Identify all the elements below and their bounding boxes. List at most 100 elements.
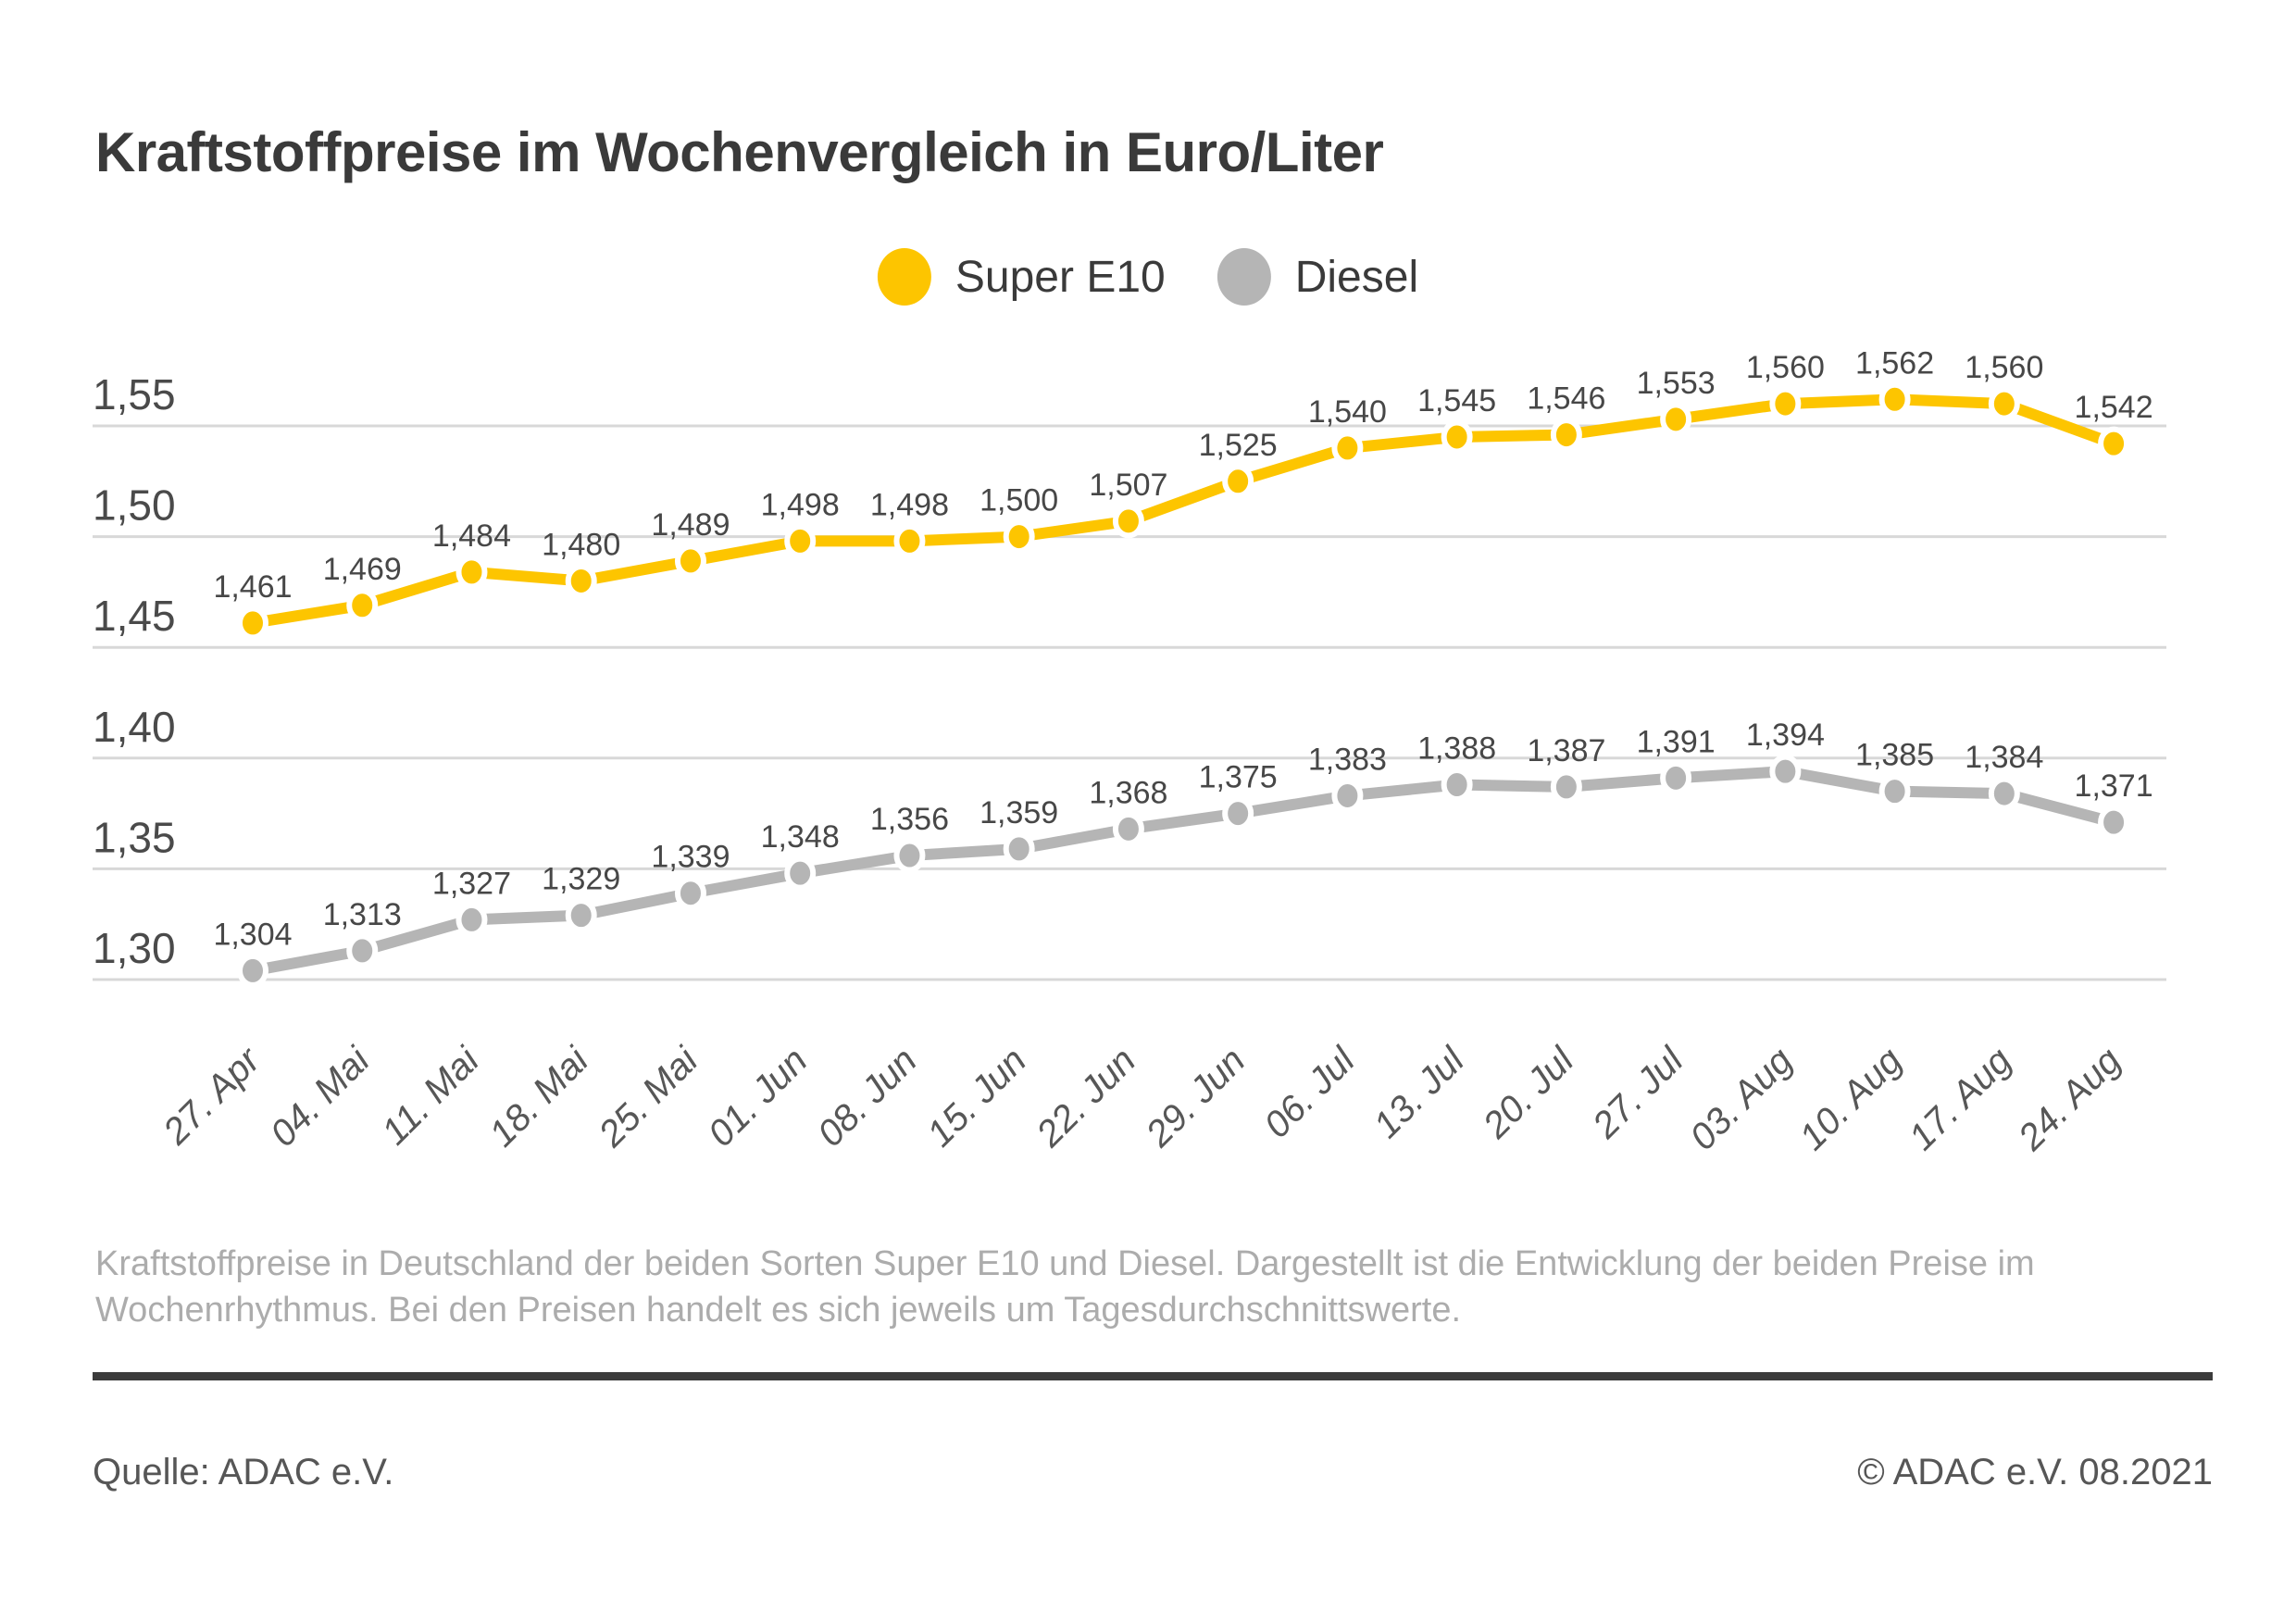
diesel-marker (1878, 774, 1911, 809)
super-e10-point-label: 1,525 (1199, 428, 1278, 463)
diesel-point-label: 1,388 (1417, 731, 1496, 767)
super-e10-line (252, 393, 2116, 629)
x-axis-tick-label: 25. Mai (591, 1039, 706, 1155)
super-e10-point-label: 1,546 (1527, 381, 1605, 417)
legend: Super E10 Diesel (877, 248, 1418, 306)
chart-description-line2: Wochenrhythmus. Bei den Preisen handelt … (95, 1291, 1462, 1330)
diesel-point-label: 1,384 (1965, 740, 2043, 775)
x-axis-tick-label: 11. Mai (374, 1039, 488, 1153)
super-e10-marker (1878, 381, 1911, 417)
chart-title: Kraftstoffpreise im Wochenvergleich in E… (95, 121, 1384, 183)
super-e10-marker (1331, 431, 1364, 466)
super-e10-point-label: 1,553 (1637, 366, 1716, 401)
super-e10-marker (1441, 419, 1473, 455)
footer: Quelle: ADAC e.V. © ADAC e.V. 08.2021 (93, 1452, 2213, 1493)
x-axis-tick-label: 22. Jun (1029, 1040, 1144, 1155)
x-axis-tick-label: 03. Aug (1682, 1040, 1801, 1158)
x-axis-tick-label: 27. Apr (155, 1039, 268, 1153)
super-e10-point-label: 1,498 (870, 487, 949, 522)
super-e10-point-label: 1,500 (980, 483, 1058, 518)
super-e10-marker (1660, 402, 1692, 437)
chart-description: Kraftstoffpreise in Deutschland der beid… (95, 1241, 2132, 1333)
chart-description-line1: Kraftstoffpreise in Deutschland der beid… (95, 1244, 2035, 1283)
x-axis-tick-label: 24. Aug (2010, 1040, 2128, 1158)
diesel-point-label: 1,327 (432, 866, 511, 901)
super-e10-dot-icon (877, 248, 931, 306)
y-axis-tick-label: 1,35 (93, 813, 176, 861)
diesel-marker (674, 876, 706, 911)
super-e10-marker (2098, 426, 2130, 461)
diesel-point-label: 1,359 (980, 795, 1058, 830)
diesel-point-label: 1,383 (1308, 742, 1387, 777)
super-e10-marker (674, 543, 706, 579)
diesel-point-label: 1,348 (761, 819, 840, 855)
diesel-point-label: 1,313 (323, 897, 402, 932)
diesel-point-label: 1,394 (1746, 718, 1825, 753)
diesel-marker (1222, 796, 1254, 831)
diesel-marker (1550, 769, 1582, 805)
diesel-marker (346, 933, 379, 968)
super-e10-marker (893, 523, 926, 558)
y-axis-tick-label: 1,30 (93, 924, 176, 972)
super-e10-marker (346, 588, 379, 623)
diesel-marker (1112, 811, 1144, 846)
diesel-marker (1769, 754, 1802, 789)
x-axis-tick-label: 27. Jul (1584, 1039, 1691, 1146)
diesel-point-label: 1,371 (2075, 768, 2153, 804)
diesel-line (251, 766, 2115, 977)
diesel-point-label: 1,356 (870, 802, 949, 837)
super-e10-marker (455, 555, 488, 590)
super-e10-marker (1769, 386, 1802, 421)
super-e10-marker (237, 606, 268, 641)
super-e10-point-label: 1,542 (2075, 390, 2153, 425)
super-e10-point-label: 1,545 (1417, 383, 1496, 418)
source-note: Quelle: ADAC e.V. (93, 1452, 394, 1492)
diesel-marker (2098, 805, 2130, 840)
x-axis-tick-label: 10. Aug (1791, 1040, 1910, 1158)
super-e10-point-label: 1,540 (1308, 394, 1387, 430)
super-e10-marker (784, 523, 817, 558)
diesel-marker (455, 902, 488, 937)
super-e10-marker (565, 563, 597, 598)
diesel-point-label: 1,329 (542, 862, 620, 897)
diesel-marker (784, 855, 817, 891)
x-axis-tick-label: 29. Jun (1138, 1040, 1254, 1155)
diesel-marker (1988, 776, 2020, 811)
diesel-marker (237, 953, 268, 988)
super-e10-point-label: 1,489 (651, 507, 730, 543)
legend-super-e10-label: Super E10 (955, 252, 1166, 302)
diesel-marker (1660, 760, 1692, 795)
diesel-point-label: 1,339 (651, 840, 730, 875)
super-e10-point-label: 1,469 (323, 552, 402, 587)
x-axis-tick-label: 01. Jun (701, 1040, 816, 1155)
x-axis-tick-label: 04. Mai (263, 1039, 379, 1155)
super-e10-marker (1222, 464, 1254, 499)
diesel-point-label: 1,387 (1527, 733, 1605, 768)
x-axis-tick-label: 18. Mai (481, 1039, 597, 1155)
x-axis-tick-label: 13. Jul (1366, 1039, 1473, 1145)
diesel-point-label: 1,391 (1637, 724, 1716, 759)
super-e10-point-label: 1,461 (213, 569, 292, 605)
legend-item-super-e10: Super E10 (877, 248, 1166, 306)
diesel-dot-icon (1217, 248, 1271, 306)
super-e10-point-label: 1,560 (1746, 350, 1825, 385)
legend-item-diesel: Diesel (1217, 248, 1418, 306)
y-axis-tick-label: 1,50 (93, 481, 176, 530)
super-e10-point-label: 1,498 (761, 487, 840, 522)
super-e10-point-label: 1,507 (1089, 468, 1167, 503)
x-axis-tick-label: 17. Aug (1902, 1040, 2020, 1158)
diesel-marker (1331, 778, 1364, 813)
super-e10-point-label: 1,560 (1965, 350, 2043, 385)
super-e10-point-label: 1,484 (432, 518, 511, 554)
copyright-note: © ADAC e.V. 08.2021 (1857, 1452, 2213, 1492)
y-axis-tick-label: 1,55 (93, 370, 176, 418)
diesel-marker (893, 838, 926, 873)
super-e10-marker (1003, 519, 1035, 555)
x-axis-tick-label: 15. Jun (919, 1040, 1034, 1155)
super-e10-marker (1988, 386, 2020, 421)
y-axis-tick-label: 1,45 (93, 592, 176, 640)
x-axis-tick-label: 08. Jun (810, 1040, 925, 1155)
y-axis-tick-label: 1,40 (93, 703, 176, 751)
x-axis-tick-label: 20. Jul (1475, 1039, 1582, 1146)
